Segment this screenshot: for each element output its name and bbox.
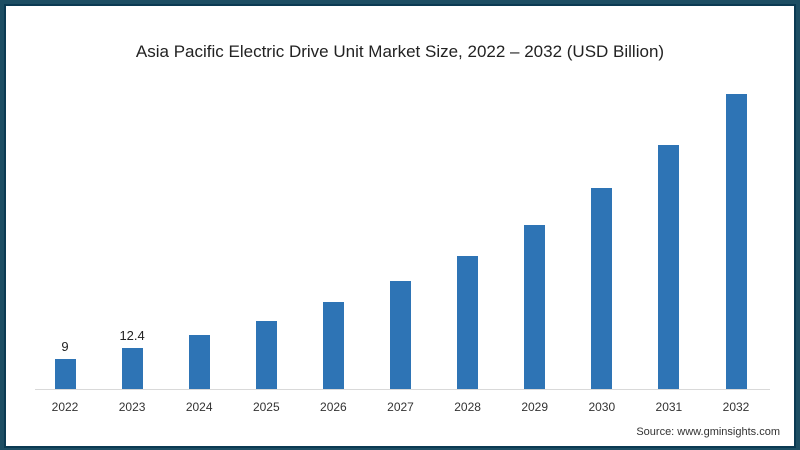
bar-2023 bbox=[121, 347, 143, 389]
bar-2029 bbox=[524, 225, 546, 389]
x-tick-label: 2030 bbox=[588, 400, 616, 414]
x-tick-label: 2027 bbox=[387, 400, 414, 414]
bar-2032 bbox=[725, 94, 747, 389]
x-tick-label: 2028 bbox=[454, 400, 481, 414]
bar-2022 bbox=[54, 359, 76, 389]
data-label: 12.4 bbox=[119, 327, 145, 343]
x-axis-line bbox=[35, 389, 770, 390]
x-tick-label: 2022 bbox=[51, 400, 79, 414]
bar-2027 bbox=[390, 281, 411, 389]
bar-2025 bbox=[255, 321, 277, 389]
data-label: 9 bbox=[61, 339, 69, 354]
bar-2028 bbox=[457, 256, 479, 389]
chart-title: Asia Pacific Electric Drive Unit Market … bbox=[135, 42, 665, 61]
x-tick-label: 2029 bbox=[521, 400, 549, 414]
bar-2024 bbox=[188, 335, 210, 389]
x-tick-label: 2025 bbox=[252, 400, 280, 414]
x-tick-label: 2032 bbox=[722, 400, 750, 414]
x-tick-label: 2031 bbox=[655, 400, 683, 414]
bar-2030 bbox=[591, 188, 613, 389]
bar-2026 bbox=[322, 302, 344, 389]
bar-2031 bbox=[658, 145, 680, 389]
x-tick-label: 2023 bbox=[118, 400, 146, 414]
source-note: Source: www.gminsights.com bbox=[636, 426, 780, 438]
x-tick-label: 2026 bbox=[320, 400, 347, 414]
x-tick-label: 2024 bbox=[185, 400, 213, 414]
